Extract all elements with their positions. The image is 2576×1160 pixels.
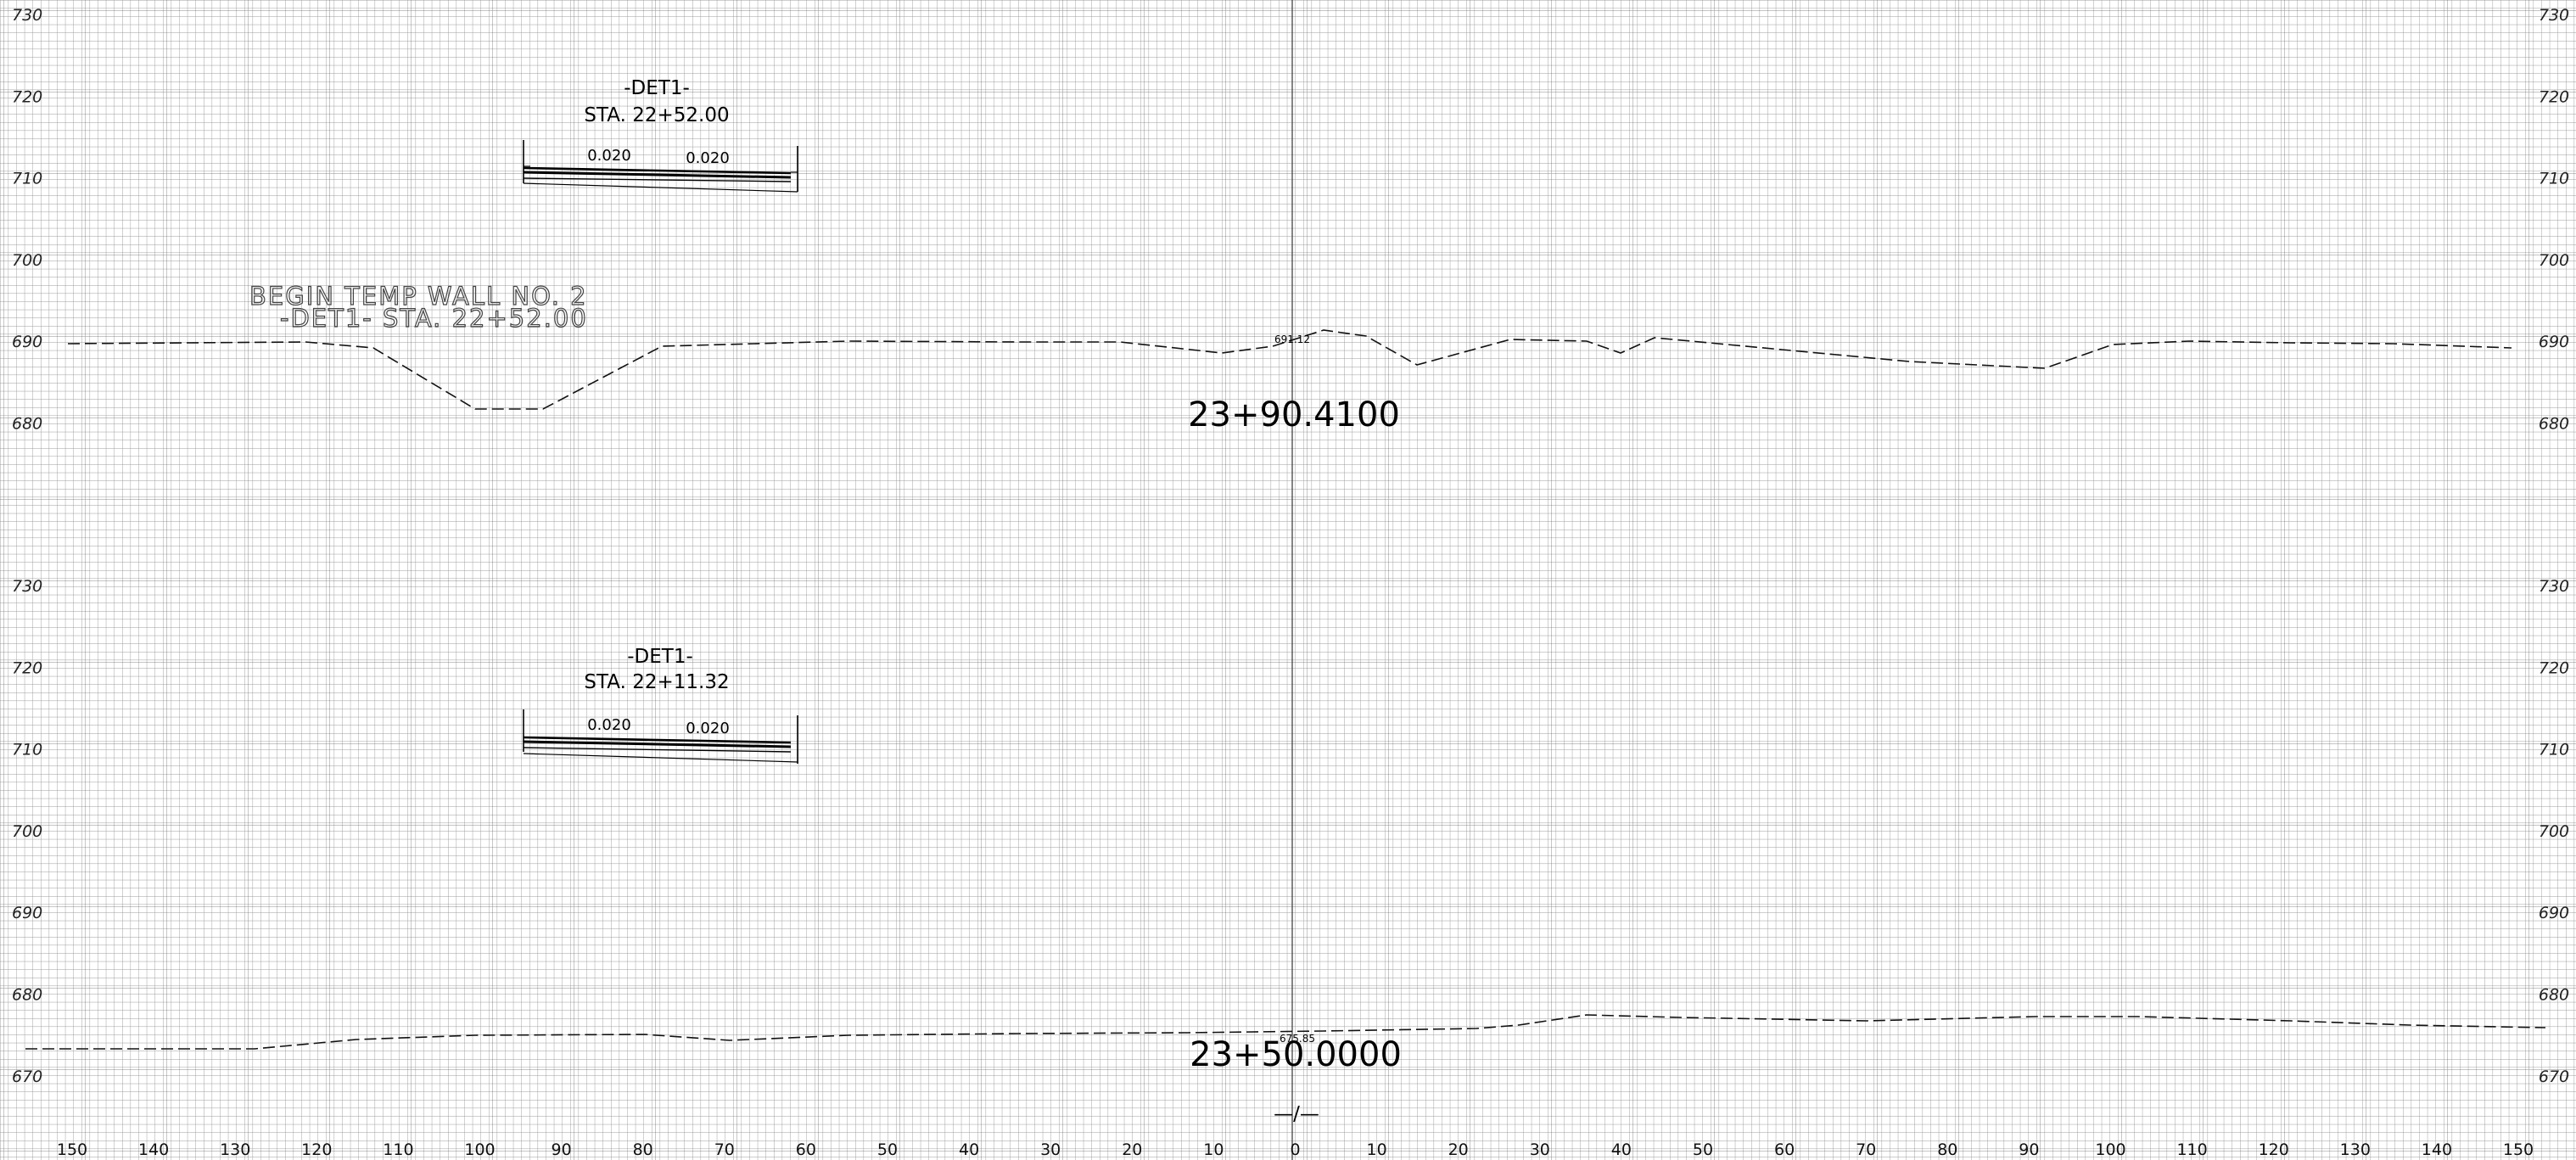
elevation-label: 700 (12, 251, 42, 270)
offset-label: 90 (2019, 1140, 2039, 1159)
elevation-label: 680 (2539, 415, 2569, 434)
elevation-label: 690 (2539, 333, 2569, 351)
upper-slope-left: 0.020 (587, 147, 631, 165)
elevation-axis-left-lower: 730 720 710 700 690 680 670 (12, 577, 42, 1086)
offset-label: 150 (2503, 1140, 2534, 1159)
centerline-symbol: —/— (1274, 1103, 1319, 1125)
offset-label: 130 (220, 1140, 250, 1159)
lower-detail-title: -DET1- (627, 646, 693, 668)
elevation-label: 730 (12, 6, 42, 25)
upper-slope-right: 0.020 (686, 149, 730, 167)
offset-label: 140 (2422, 1140, 2452, 1159)
elevation-label: 700 (2539, 822, 2569, 841)
elevation-label: 720 (2539, 87, 2569, 106)
lower-ground-label: 675.85 (1280, 1033, 1315, 1045)
upper-wall-note-line2: -DET1- STA. 22+52.00 (280, 304, 588, 333)
elevation-label: 690 (2539, 904, 2569, 922)
elevation-label: 720 (2539, 658, 2569, 677)
upper-detail-title: -DET1- (624, 77, 690, 99)
offset-label: 50 (1693, 1140, 1713, 1159)
lower-station-label: 23+50.0000 (1190, 1035, 1402, 1074)
lower-slope-left: 0.020 (587, 716, 631, 734)
elevation-label: 710 (12, 170, 42, 188)
lower-road-template (523, 709, 798, 764)
offset-label: 80 (633, 1140, 653, 1159)
elevation-label: 720 (12, 658, 42, 677)
elevation-label: 730 (12, 577, 42, 596)
elevation-label: 680 (2539, 986, 2569, 1005)
upper-existing-ground (67, 329, 2512, 410)
offset-label: 30 (1040, 1140, 1061, 1159)
offset-label: 10 (1203, 1140, 1224, 1159)
elevation-label: 710 (12, 741, 42, 759)
elevation-label: 690 (12, 333, 42, 351)
elevation-axis-left-upper: 730 720 710 700 690 680 (12, 6, 42, 434)
offset-label: 110 (2176, 1140, 2207, 1159)
elevation-label: 730 (2539, 577, 2569, 596)
elevation-axis-right-upper: 730 720 710 700 690 680 (2539, 6, 2569, 434)
offset-label: 20 (1122, 1140, 1142, 1159)
offset-label: 10 (1367, 1140, 1387, 1159)
offset-label: 100 (464, 1140, 495, 1159)
upper-ground-label: 691.12 (1274, 333, 1310, 345)
upper-detail-station: STA. 22+52.00 (584, 104, 729, 126)
offset-label: 150 (57, 1140, 87, 1159)
offset-label: 140 (138, 1140, 169, 1159)
offset-label: 110 (383, 1140, 413, 1159)
elevation-label: 670 (12, 1068, 42, 1086)
elevation-label: 680 (12, 415, 42, 434)
upper-section: -DET1- STA. 22+52.00 0.020 0.020 BEGIN T… (67, 77, 2512, 434)
offset-label: 120 (301, 1140, 332, 1159)
offset-label: 70 (714, 1140, 735, 1159)
offset-label: 90 (552, 1140, 572, 1159)
offset-label: 0 (1290, 1140, 1300, 1159)
offset-label: 30 (1530, 1140, 1550, 1159)
elevation-label: 670 (2539, 1068, 2569, 1086)
elevation-label: 680 (12, 986, 42, 1005)
offset-label: 130 (2340, 1140, 2371, 1159)
offset-label: 100 (2095, 1140, 2125, 1159)
offset-label: 60 (796, 1140, 816, 1159)
offset-label: 20 (1448, 1140, 1469, 1159)
offset-label: 80 (1937, 1140, 1957, 1159)
offset-label: 120 (2259, 1140, 2289, 1159)
lower-existing-ground (25, 1014, 2546, 1050)
elevation-label: 710 (2539, 170, 2569, 188)
elevation-label: 690 (12, 904, 42, 922)
elevation-label: 700 (2539, 251, 2569, 270)
offset-label: 70 (1856, 1140, 1876, 1159)
elevation-label: 710 (2539, 741, 2569, 759)
upper-road-template (523, 140, 798, 193)
elevation-label: 700 (12, 822, 42, 841)
upper-station-label: 23+90.4100 (1188, 395, 1400, 434)
lower-section: -DET1- STA. 22+11.32 0.020 0.020 675.85 … (25, 646, 2546, 1125)
offset-label: 40 (1611, 1140, 1632, 1159)
elevation-label: 730 (2539, 6, 2569, 25)
offset-label: 40 (959, 1140, 979, 1159)
lower-detail-station: STA. 22+11.32 (584, 671, 729, 693)
elevation-axis-right-lower: 730 720 710 700 690 680 670 (2539, 577, 2569, 1086)
upper-wall-note-line1: BEGIN TEMP WALL NO. 2 (249, 282, 588, 311)
offset-label: 50 (877, 1140, 898, 1159)
elevation-label: 720 (12, 87, 42, 106)
offset-label: 60 (1774, 1140, 1795, 1159)
offset-axis: 150 140 130 120 110 100 90 80 70 60 50 40 30 20 10 0 10 2… (57, 1140, 2534, 1159)
lower-slope-right: 0.020 (686, 720, 730, 737)
